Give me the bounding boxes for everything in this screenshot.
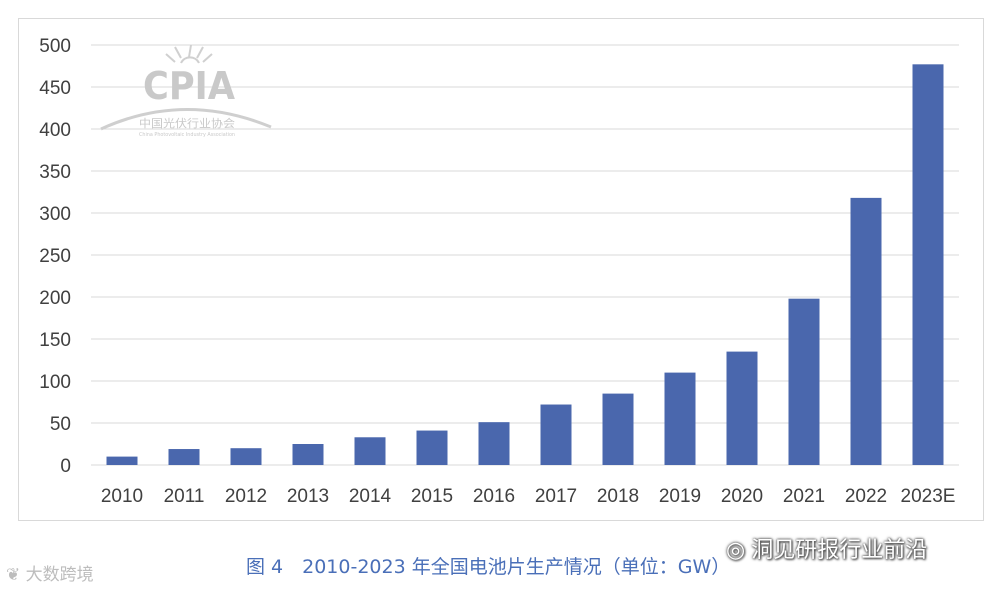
x-tick-label: 2021 xyxy=(783,486,825,507)
y-tick-label: 400 xyxy=(39,120,71,141)
y-tick-label: 100 xyxy=(39,372,71,393)
y-tick-label: 0 xyxy=(60,456,71,477)
logo-name-en: China Photovoltaic Industry Association xyxy=(139,132,235,138)
bar-2012 xyxy=(230,448,262,465)
bar-2013 xyxy=(292,444,324,465)
watermark-left: ❦ 大数跨境 xyxy=(6,560,94,585)
x-tick-label: 2017 xyxy=(535,486,577,507)
x-tick-label: 2019 xyxy=(659,486,701,507)
y-tick-label: 500 xyxy=(39,36,71,57)
y-tick-label: 300 xyxy=(39,204,71,225)
x-tick-label: 2011 xyxy=(164,486,205,507)
y-tick-label: 450 xyxy=(39,78,71,99)
bar-2011 xyxy=(168,449,200,465)
bar-2015 xyxy=(416,430,448,465)
watermark-logo-icon: ❦ xyxy=(6,565,26,585)
sun-rays-icon xyxy=(165,44,213,64)
bar-2021 xyxy=(788,298,820,465)
y-axis-ticks: 0 50 100 150 200 250 300 350 400 450 500 xyxy=(39,36,71,477)
bars xyxy=(106,64,944,465)
gridlines xyxy=(91,44,959,466)
bar-2017 xyxy=(540,404,572,465)
x-tick-label: 2020 xyxy=(721,486,763,507)
y-tick-label: 350 xyxy=(39,162,71,183)
logo-name-cn: 中国光伏行业协会 xyxy=(139,116,235,130)
bar-2010 xyxy=(106,456,138,465)
cpia-logo: CPIA 中国光伏行业协会 China Photovoltaic Industr… xyxy=(100,44,272,138)
watermark-right: ◎ 洞见研报行业前沿 xyxy=(726,532,927,564)
bar-2018 xyxy=(602,393,634,465)
logo-swoosh xyxy=(100,108,272,131)
y-tick-label: 50 xyxy=(50,414,71,435)
y-tick-label: 150 xyxy=(39,330,71,351)
bar-2023E xyxy=(912,64,944,465)
logo-abbr: CPIA xyxy=(143,64,236,108)
x-tick-label: 2023E xyxy=(901,486,956,507)
x-tick-label: 2018 xyxy=(597,486,639,507)
bar-2019 xyxy=(664,372,696,465)
x-axis-ticks: 2010 2011 2012 2013 2014 2015 2016 2017 2018 2019… xyxy=(101,486,956,507)
watermark-right-text: 洞见研报行业前沿 xyxy=(751,538,928,563)
x-tick-label: 2015 xyxy=(411,486,453,507)
x-tick-label: 2022 xyxy=(845,486,887,507)
bar-2020 xyxy=(726,351,758,465)
figure-caption: 图 4 2010-2023 年全国电池片生产情况（单位：GW） xyxy=(246,556,731,578)
watermark-left-text: 大数跨境 xyxy=(25,565,94,585)
x-tick-label: 2016 xyxy=(473,486,515,507)
x-tick-label: 2012 xyxy=(225,486,267,507)
x-tick-label: 2010 xyxy=(101,486,143,507)
y-tick-label: 250 xyxy=(39,246,71,267)
wechat-icon: ◎ xyxy=(726,538,746,563)
y-tick-label: 200 xyxy=(39,288,71,309)
x-tick-label: 2014 xyxy=(349,486,392,507)
bar-2022 xyxy=(850,197,882,465)
chart-frame: 0 50 100 150 200 250 300 350 400 450 500 2010 2011 2… xyxy=(18,18,984,521)
bar-2016 xyxy=(478,422,510,465)
x-tick-label: 2013 xyxy=(287,486,329,507)
bar-2014 xyxy=(354,437,386,465)
